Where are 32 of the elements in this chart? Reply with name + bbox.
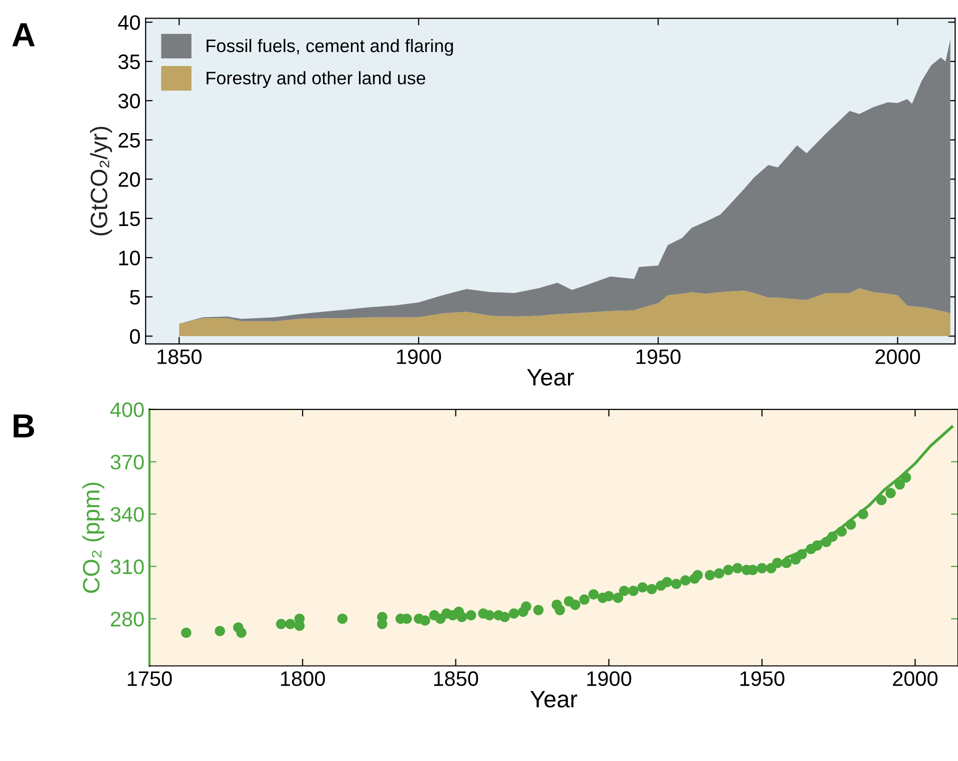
legend-label: Forestry and other land use	[206, 71, 426, 88]
x-axis-title: Year	[527, 369, 574, 386]
x-tick-label: 1900	[587, 671, 632, 686]
x-tick-label: 1800	[281, 671, 325, 686]
x-axis-title: Year	[530, 691, 578, 708]
x-tick-label: 2000	[893, 671, 938, 686]
y-tick-label: 280	[110, 612, 144, 627]
x-tick-label: 2000	[876, 349, 920, 364]
x-tick-label: 1950	[636, 349, 681, 364]
y-tick-label: 15	[119, 212, 140, 226]
y-tick-label: 400	[110, 402, 144, 418]
x-tick-label: 1900	[397, 349, 442, 364]
y-tick-label: 0	[130, 329, 140, 344]
x-tick-label: 1850	[158, 349, 202, 364]
y-axis-title: (GtCO₂/yr)	[90, 126, 112, 236]
x-tick-label: 1850	[434, 671, 478, 686]
y-tick-label: 10	[119, 250, 140, 266]
legend-label: Fossil fuels, cement and flaring	[206, 38, 453, 56]
chart-title: A	[12, 23, 35, 46]
y-tick-label: 20	[118, 172, 140, 187]
chart-title: B	[14, 414, 34, 438]
y-tick-label: 40	[118, 15, 140, 30]
x-tick-label: 1950	[740, 671, 784, 686]
y-tick-label: 25	[118, 132, 140, 148]
y-tick-label: 5	[130, 290, 140, 305]
x-tick-label: 1750	[128, 671, 172, 686]
y-tick-label: 370	[110, 454, 144, 470]
y-axis-title: CO₂ (ppm)	[82, 482, 104, 593]
y-tick-label: 30	[118, 94, 140, 108]
y-tick-label: 35	[118, 54, 140, 70]
y-tick-label: 340	[110, 507, 144, 522]
y-tick-label: 310	[110, 559, 144, 574]
